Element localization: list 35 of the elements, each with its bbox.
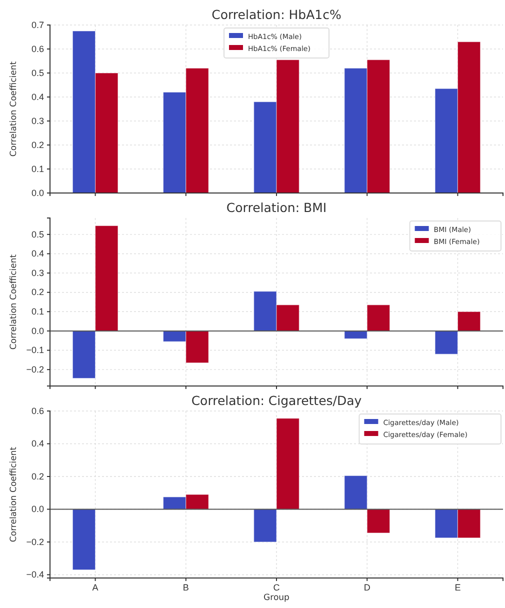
x-tick-label: D xyxy=(364,582,371,592)
chart-title: Correlation: Cigarettes/Day xyxy=(191,393,362,408)
y-tick-label: 0.7 xyxy=(31,20,44,30)
y-tick-label: −0.2 xyxy=(26,536,44,547)
x-axis-title: Group xyxy=(264,593,290,603)
y-axis-title: Correlation Coefficient xyxy=(9,254,19,350)
y-tick-label: 0.3 xyxy=(31,116,44,126)
y-tick-label: −0.2 xyxy=(26,364,44,374)
chart-title: Correlation: HbA1c% xyxy=(212,7,342,22)
y-tick-label: 0.2 xyxy=(31,287,44,298)
y-tick-label: 0.2 xyxy=(31,471,44,482)
y-tick-label: 0.0 xyxy=(31,326,44,336)
y-tick-label: 0.3 xyxy=(31,268,44,278)
y-tick-label: 0.6 xyxy=(31,44,44,54)
y-tick-label: 0.0 xyxy=(31,504,44,514)
y-tick-label: 0.4 xyxy=(31,248,44,259)
y-tick-label: 0.5 xyxy=(31,68,44,78)
bar xyxy=(72,508,96,570)
y-axis-title: Correlation Coefficient xyxy=(9,446,19,542)
y-tick-label: 0.4 xyxy=(31,438,44,449)
x-tick-label: B xyxy=(182,582,189,592)
y-tick-label: 0.5 xyxy=(31,229,44,240)
y-tick-label: 0.2 xyxy=(31,140,44,150)
y-tick-label: −0.1 xyxy=(26,345,44,356)
x-tick-label: A xyxy=(92,582,98,592)
y-tick-label: 0.4 xyxy=(31,92,44,102)
y-tick-label: 0.0 xyxy=(31,188,44,198)
y-axis-title: Correlation Coefficient xyxy=(9,60,19,157)
x-tick-label: C xyxy=(273,582,280,592)
y-tick-label: −0.4 xyxy=(26,570,44,580)
x-tick-label: E xyxy=(454,582,461,592)
y-tick-label: 0.6 xyxy=(31,406,44,416)
y-tick-label: 0.1 xyxy=(31,164,44,174)
chart-title: Correlation: BMI xyxy=(226,200,327,215)
y-tick-label: 0.1 xyxy=(31,306,44,317)
